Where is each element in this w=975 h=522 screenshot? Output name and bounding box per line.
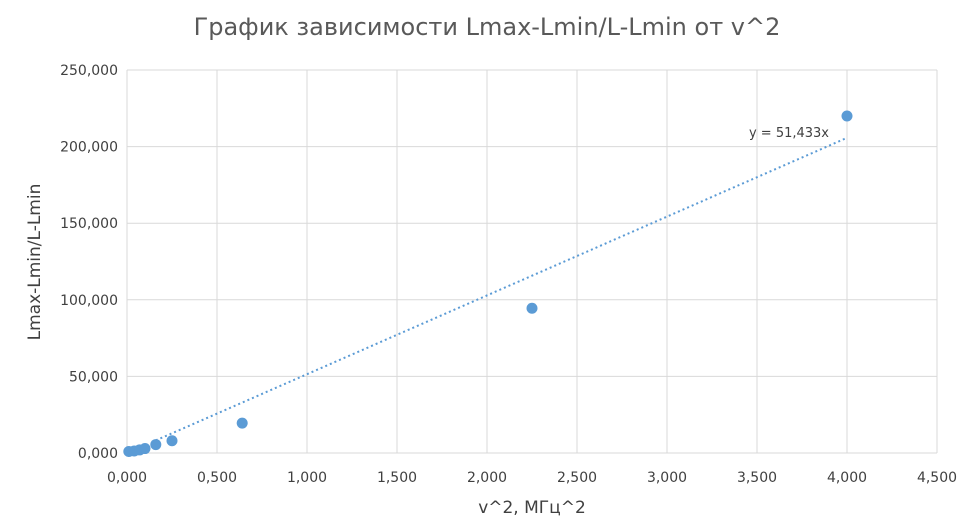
y-tick-label: 50,000: [69, 369, 118, 385]
trendline-equation: y = 51,433x: [749, 126, 829, 141]
y-tick-label: 100,000: [60, 293, 118, 309]
chart-title: График зависимости Lmax-Lmin/L-Lmin от v…: [194, 13, 781, 41]
horizontal-gridlines: [127, 69, 937, 454]
data-point: [150, 439, 162, 451]
y-axis-tick-labels: 0,000 50,000 100,000 150,000 200,000 250,000: [60, 63, 118, 462]
y-tick-label: 250,000: [60, 63, 118, 79]
x-tick-label: 0,500: [197, 470, 237, 486]
trendline: [155, 136, 848, 442]
x-tick-label: 0,000: [107, 470, 147, 486]
data-point: [841, 110, 853, 122]
data-point: [166, 435, 178, 447]
x-tick-label: 2,000: [467, 470, 507, 486]
y-axis-title: Lmax-Lmin/L-Lmin: [25, 184, 45, 341]
vertical-gridlines: [126, 70, 938, 453]
x-tick-label: 4,000: [827, 470, 867, 486]
x-axis-tick-labels: 0,000 0,500 1,000 1,500 2,000 2,500 3,000 3,500…: [107, 470, 957, 486]
y-tick-label: 200,000: [60, 140, 118, 156]
data-point: [139, 443, 151, 455]
y-tick-label: 0,000: [78, 446, 118, 462]
x-axis-title: v^2, МГц^2: [478, 498, 586, 518]
y-tick-label: 150,000: [60, 216, 118, 232]
x-tick-label: 3,000: [647, 470, 687, 486]
data-points: [123, 110, 853, 457]
data-point: [526, 302, 538, 314]
x-tick-label: 2,500: [557, 470, 597, 486]
x-tick-label: 1,000: [287, 470, 327, 486]
x-tick-label: 4,500: [917, 470, 957, 486]
data-point: [236, 417, 248, 429]
x-tick-label: 1,500: [377, 470, 417, 486]
x-tick-label: 3,500: [737, 470, 777, 486]
